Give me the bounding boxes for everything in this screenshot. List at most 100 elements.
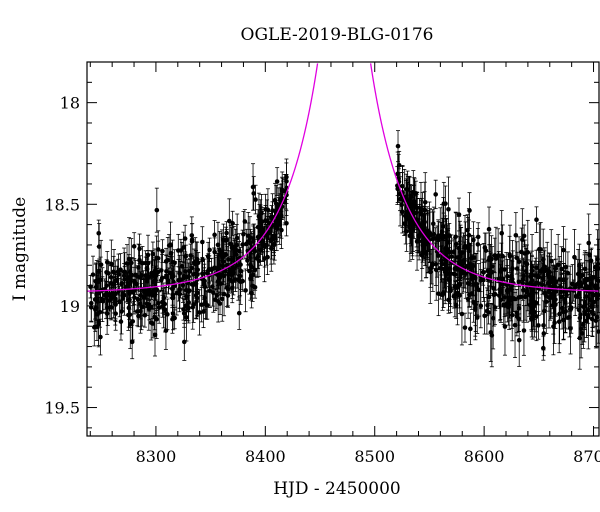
data-point-899	[534, 291, 539, 342]
data-point-825	[497, 257, 503, 322]
data-point-419	[96, 219, 102, 247]
data-point-421	[155, 240, 161, 276]
data-point-457	[197, 289, 202, 336]
data-point-903	[559, 286, 565, 330]
data-point-443	[91, 308, 97, 347]
data-point-897	[520, 265, 525, 301]
data-point-976	[457, 220, 463, 284]
data-point-398	[234, 242, 240, 289]
data-point-70	[182, 322, 187, 361]
data-point-967	[540, 228, 546, 291]
data-point-973	[419, 213, 425, 269]
data-point-315	[189, 255, 194, 281]
data-point-966	[513, 212, 519, 259]
data-point-441	[127, 301, 133, 328]
data-point-269	[274, 167, 280, 196]
data-point-278	[249, 277, 254, 309]
data-point-985	[453, 211, 458, 262]
data-point-436	[129, 324, 135, 360]
data-point-952	[475, 222, 481, 252]
data-point-979	[507, 235, 512, 273]
data-point-928	[553, 284, 558, 315]
data-point-476	[200, 226, 205, 258]
data-point-431	[189, 223, 195, 256]
data-point-953	[438, 240, 444, 297]
data-point-896	[488, 302, 494, 362]
data-point-448	[207, 273, 213, 308]
data-point-159	[165, 298, 170, 331]
data-point-331	[250, 163, 256, 211]
data-point-983	[485, 260, 491, 291]
data-point-799	[555, 234, 561, 296]
data-point-415	[96, 258, 102, 284]
data-point-319	[181, 299, 187, 328]
data-point-975	[541, 310, 547, 357]
data-point-902	[482, 297, 487, 335]
data-point-470	[94, 260, 100, 304]
data-point-741	[521, 305, 527, 356]
plot-frame	[86, 61, 600, 437]
data-point-471	[104, 280, 109, 313]
data-point-978	[408, 219, 414, 247]
data-point-840	[579, 321, 585, 345]
data-point-427	[154, 187, 160, 233]
data-point-853	[462, 312, 468, 343]
data-point-469	[151, 267, 157, 297]
data-point-721	[486, 206, 492, 252]
data-point-937	[436, 271, 441, 317]
data-point-453	[270, 201, 275, 233]
data-point-815	[580, 262, 585, 288]
data-point-999	[542, 275, 548, 311]
data-point-863	[501, 285, 507, 326]
data-point-442	[259, 194, 264, 233]
data-point-876	[485, 294, 490, 317]
data-point-699	[459, 282, 465, 346]
data-point-478	[251, 223, 257, 273]
data-point-408	[214, 281, 220, 310]
data-point-867	[497, 282, 502, 309]
data-point-980	[506, 279, 512, 330]
data-point-292	[88, 275, 93, 299]
data-point-993	[577, 243, 582, 287]
data-point-270	[207, 237, 212, 263]
data-point-445	[209, 257, 214, 282]
data-point-712	[427, 239, 433, 304]
data-point-411	[104, 251, 110, 274]
data-point-946	[526, 272, 532, 317]
data-point-125	[243, 268, 248, 313]
data-point-988	[446, 267, 452, 293]
data-point-401	[114, 265, 120, 294]
data-point-862	[476, 263, 482, 317]
data-point-957	[557, 256, 563, 303]
data-point-426	[150, 308, 156, 339]
data-point-951	[524, 262, 530, 323]
data-point-934	[584, 304, 589, 338]
data-point-459	[231, 257, 236, 288]
data-point-986	[534, 206, 539, 233]
data-point-428	[243, 228, 249, 259]
data-point-446	[182, 224, 188, 253]
data-point-450	[144, 257, 150, 282]
data-point-354	[160, 239, 165, 263]
data-point-406	[202, 270, 208, 304]
data-point-972	[521, 224, 527, 248]
data-point-365	[90, 255, 96, 294]
data-point-474	[249, 253, 255, 282]
data-point-475	[192, 237, 198, 287]
data-point-933	[481, 261, 486, 299]
x-tick-label-2: 8500	[354, 447, 395, 466]
data-point-932	[516, 269, 521, 326]
data-point-833	[455, 258, 461, 281]
data-point-870	[468, 312, 473, 346]
x-tick-labels: 8300 8400 8500 8600 8700	[136, 447, 600, 466]
ticks-layer	[87, 61, 599, 436]
data-point-551	[482, 232, 488, 263]
x-tick-label-4: 8700	[573, 447, 600, 466]
data-point-769	[467, 192, 472, 229]
data-point-279	[158, 250, 164, 291]
data-point-356	[149, 260, 154, 286]
data-point-425	[111, 276, 117, 314]
data-point-891	[529, 269, 535, 332]
x-tick-label-1: 8400	[245, 447, 286, 466]
y-tick-labels: 18 18.5 19 19.5	[44, 94, 80, 418]
